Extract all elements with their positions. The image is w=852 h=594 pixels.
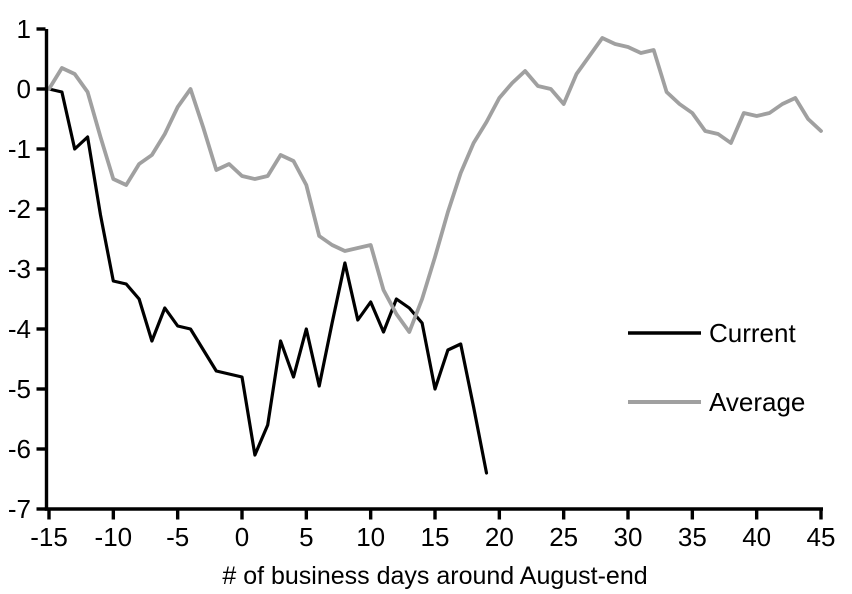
x-tick-label: -10	[95, 522, 133, 552]
y-axis-tick-labels: 1 0 -1 -2 -3 -4 -5 -6 -7	[8, 14, 31, 524]
y-tick-label: 1	[17, 14, 31, 44]
x-axis-title: # of business days around August-end	[222, 562, 647, 590]
x-tick-label: 40	[742, 522, 771, 552]
series-line-average	[47, 36, 823, 334]
y-tick-label: -4	[8, 314, 31, 344]
y-tick-label: -6	[8, 434, 31, 464]
x-tick-label: 30	[614, 522, 643, 552]
x-tick-label: 10	[356, 522, 385, 552]
x-tick-label: 15	[421, 522, 450, 552]
x-tick-label: 45	[807, 522, 836, 552]
x-tick-label: 35	[678, 522, 707, 552]
x-axis-ticks	[47, 509, 823, 520]
x-tick-label: 20	[485, 522, 514, 552]
y-tick-label: -1	[8, 134, 31, 164]
legend: Current Average	[628, 318, 805, 417]
y-tick-label: -7	[8, 494, 31, 524]
series-lines	[47, 36, 823, 475]
x-axis-tick-labels: -15 -10 -5 0 5 10 15 20 25 30 35 40 45	[30, 522, 835, 552]
x-tick-label: -5	[166, 522, 189, 552]
series-line-current	[47, 87, 489, 475]
legend-current-label: Current	[709, 318, 796, 348]
y-tick-label: -5	[8, 374, 31, 404]
y-axis-ticks	[36, 27, 46, 511]
y-tick-label: 0	[17, 74, 31, 104]
y-tick-label: -2	[8, 194, 31, 224]
x-tick-label: 5	[299, 522, 313, 552]
y-tick-label: -3	[8, 254, 31, 284]
x-tick-label: 25	[549, 522, 578, 552]
x-tick-label: 0	[235, 522, 249, 552]
x-tick-label: -15	[30, 522, 68, 552]
legend-average-label: Average	[709, 387, 805, 417]
